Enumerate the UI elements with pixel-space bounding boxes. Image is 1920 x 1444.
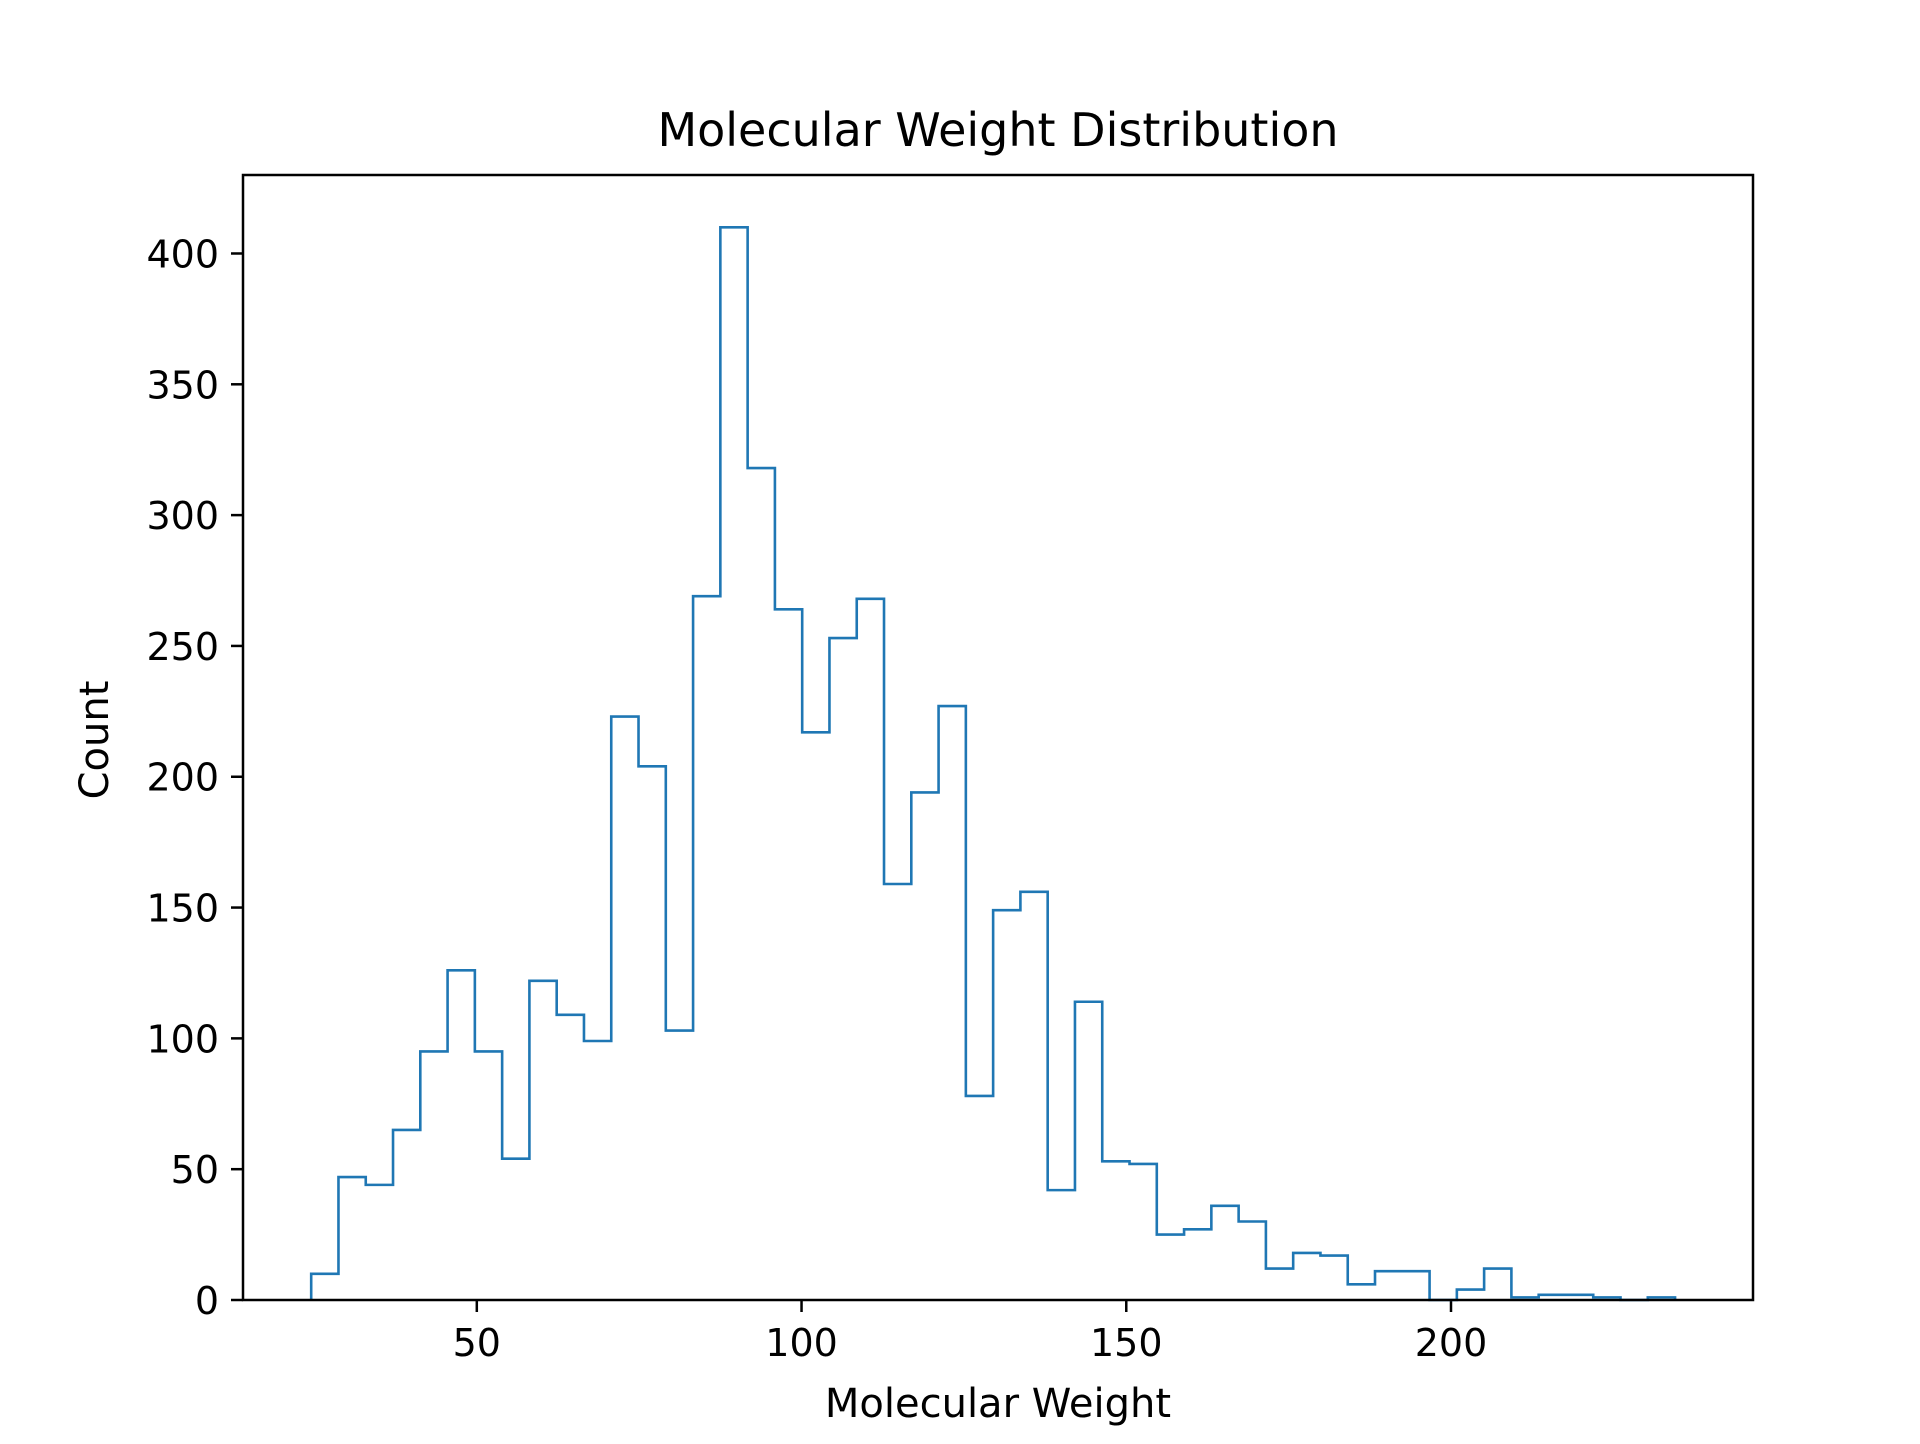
y-tick-label: 300 <box>146 494 219 538</box>
x-tick-label: 100 <box>765 1321 838 1365</box>
y-axis-ticks: 0 50 100 150 200 250 300 350 400 <box>146 232 243 1323</box>
y-tick-label: 150 <box>146 887 219 931</box>
y-tick-label: 0 <box>195 1279 219 1323</box>
plot-area-frame <box>241 173 1755 1302</box>
histogram-step-line <box>309 226 1677 1302</box>
y-tick-label: 50 <box>171 1148 219 1192</box>
x-tick-label: 150 <box>1090 1321 1163 1365</box>
y-tick-label: 200 <box>146 756 219 800</box>
y-tick-label: 350 <box>146 363 219 407</box>
x-tick-label: 200 <box>1415 1321 1488 1365</box>
x-tick-label: 50 <box>453 1321 501 1365</box>
y-tick-label: 100 <box>146 1017 219 1061</box>
y-tick-label: 250 <box>146 625 219 669</box>
x-axis-ticks: 50 100 150 200 <box>453 1300 1488 1365</box>
x-axis-label: Molecular Weight <box>825 1381 1171 1427</box>
chart-title: Molecular Weight Distribution <box>657 103 1338 157</box>
y-tick-label: 400 <box>146 232 219 276</box>
y-axis-label: Count <box>72 681 118 800</box>
